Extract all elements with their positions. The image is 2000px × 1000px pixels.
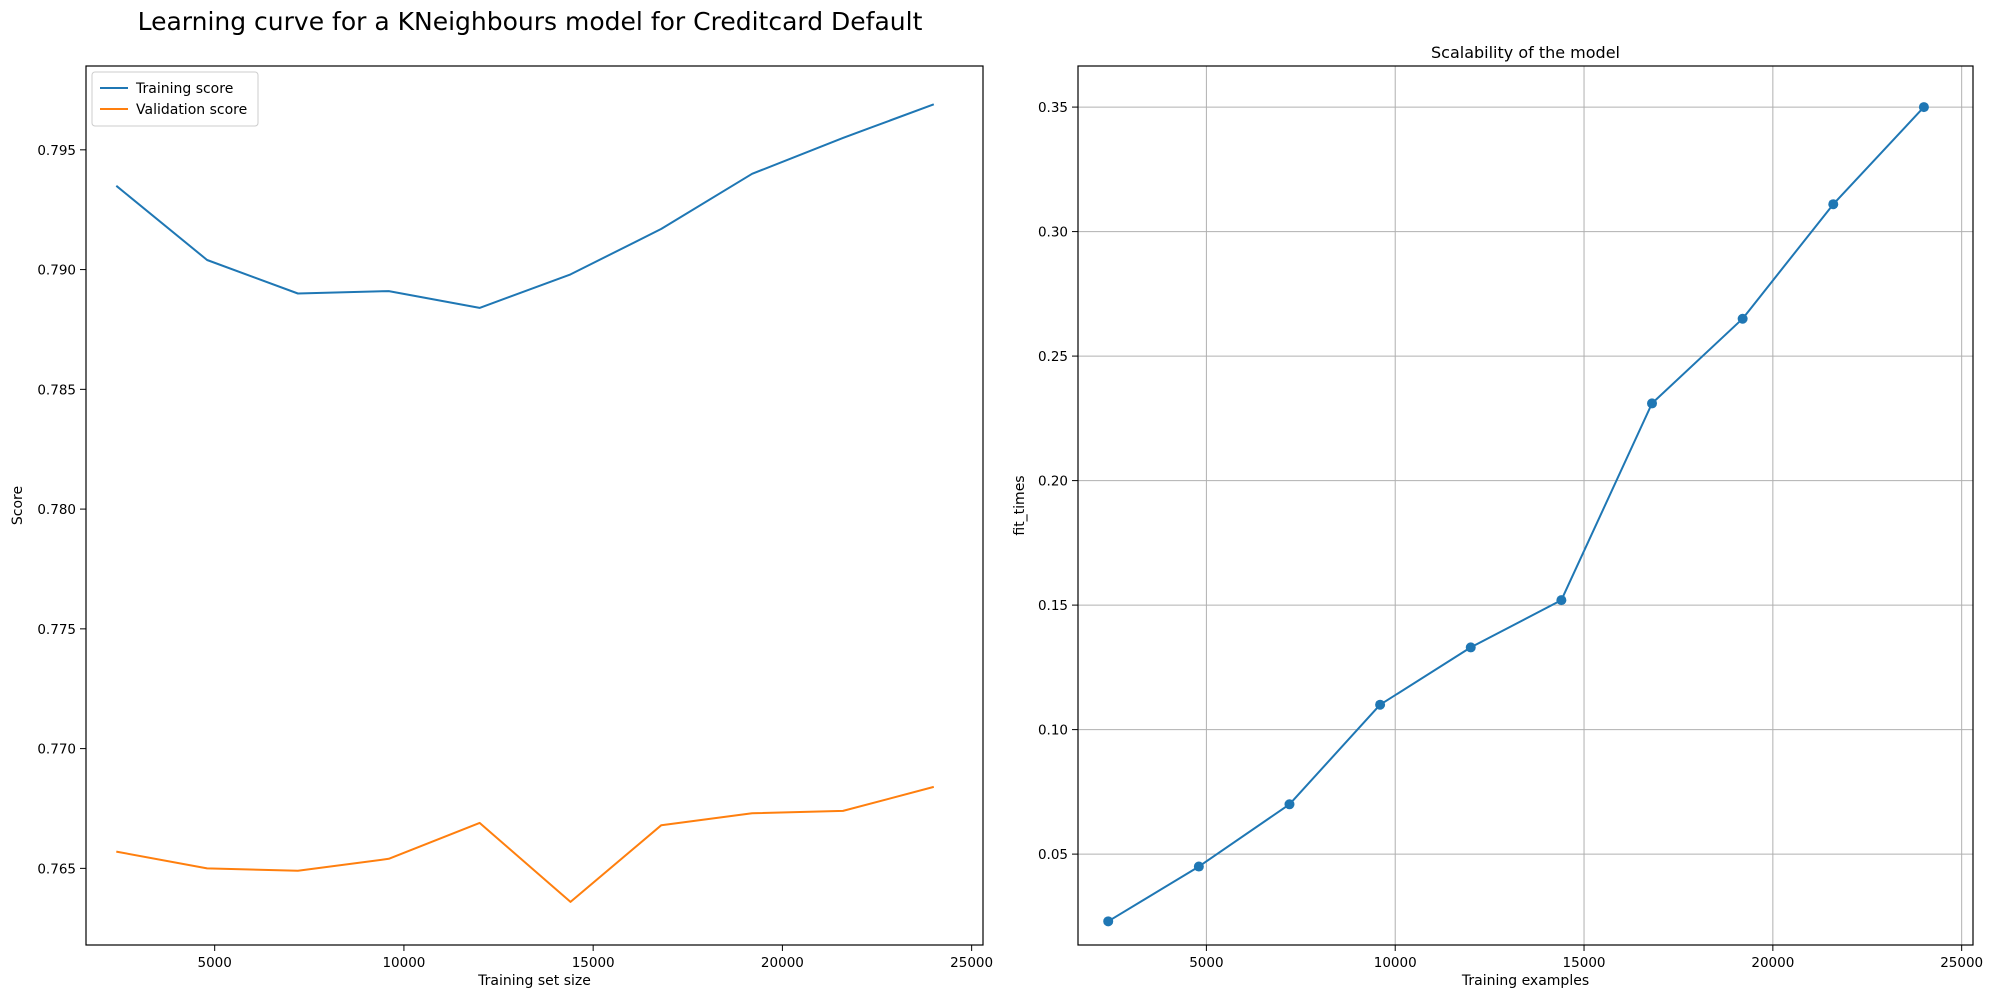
data-point <box>1465 642 1476 653</box>
x-tick-label: 5000 <box>1189 955 1223 971</box>
y-tick-label: 0.20 <box>1038 474 1068 490</box>
y-tick-label: 0.25 <box>1038 349 1068 365</box>
y-tick-label: 0.15 <box>1038 598 1068 614</box>
scalability-axes: 5000 10000 15000 20000 25000 0.05 0.10 0.15 0.20… <box>1012 43 1983 989</box>
data-point <box>1918 102 1929 113</box>
data-point <box>1556 595 1567 606</box>
data-point <box>1647 398 1658 409</box>
y-tick-label: 0.765 <box>37 861 76 877</box>
x-tick-label: 20000 <box>761 955 804 971</box>
y-axis-label: fit_times <box>1012 475 1028 535</box>
axes-frame <box>1077 65 1974 946</box>
legend-label: Validation score <box>136 102 247 118</box>
y-tick-label: 0.780 <box>37 502 76 518</box>
series-line-2 <box>116 785 935 903</box>
x-tick-label: 15000 <box>572 955 615 971</box>
data-point <box>1193 861 1204 872</box>
series-line-1 <box>1107 106 1925 923</box>
x-tick-label: 25000 <box>950 955 993 971</box>
y-tick-label: 0.30 <box>1038 225 1068 241</box>
data-point <box>1375 699 1386 710</box>
legend-label: Training score <box>135 81 233 97</box>
data-point <box>1103 916 1114 927</box>
series-line-1 <box>115 103 935 309</box>
x-tick-label: 25000 <box>1940 955 1983 971</box>
data-point <box>1828 199 1839 210</box>
y-tick-label: 0.35 <box>1038 100 1068 116</box>
x-axis-label: Training set size <box>477 973 591 989</box>
x-tick-label: 5000 <box>198 955 232 971</box>
learning-curve-axes: 5000 10000 15000 20000 25000 0.765 0.770 0.775 0… <box>10 65 993 989</box>
y-tick-label: 0.785 <box>37 382 76 398</box>
data-point <box>1737 313 1748 324</box>
y-tick-label: 0.790 <box>37 263 76 279</box>
x-tick-label: 20000 <box>1751 955 1794 971</box>
x-axis-label: Training examples <box>1461 973 1589 989</box>
legend: Training score Validation score <box>91 71 259 127</box>
x-tick-label: 10000 <box>1374 955 1417 971</box>
legend-box <box>91 71 259 127</box>
y-tick-label: 0.10 <box>1038 723 1068 739</box>
axes-frame <box>85 65 984 946</box>
y-axis-label: Score <box>10 486 26 525</box>
x-tick-label: 10000 <box>382 955 425 971</box>
chart1-title: Scalability of the model <box>1431 43 1620 62</box>
y-tick-label: 0.05 <box>1038 847 1068 863</box>
x-tick-label: 15000 <box>1563 955 1606 971</box>
y-tick-label: 0.795 <box>37 143 76 159</box>
y-tick-label: 0.775 <box>37 622 76 638</box>
figure-suptitle: Learning curve for a KNeighbours model f… <box>138 7 923 36</box>
y-tick-label: 0.770 <box>37 742 76 758</box>
data-point <box>1284 799 1295 810</box>
